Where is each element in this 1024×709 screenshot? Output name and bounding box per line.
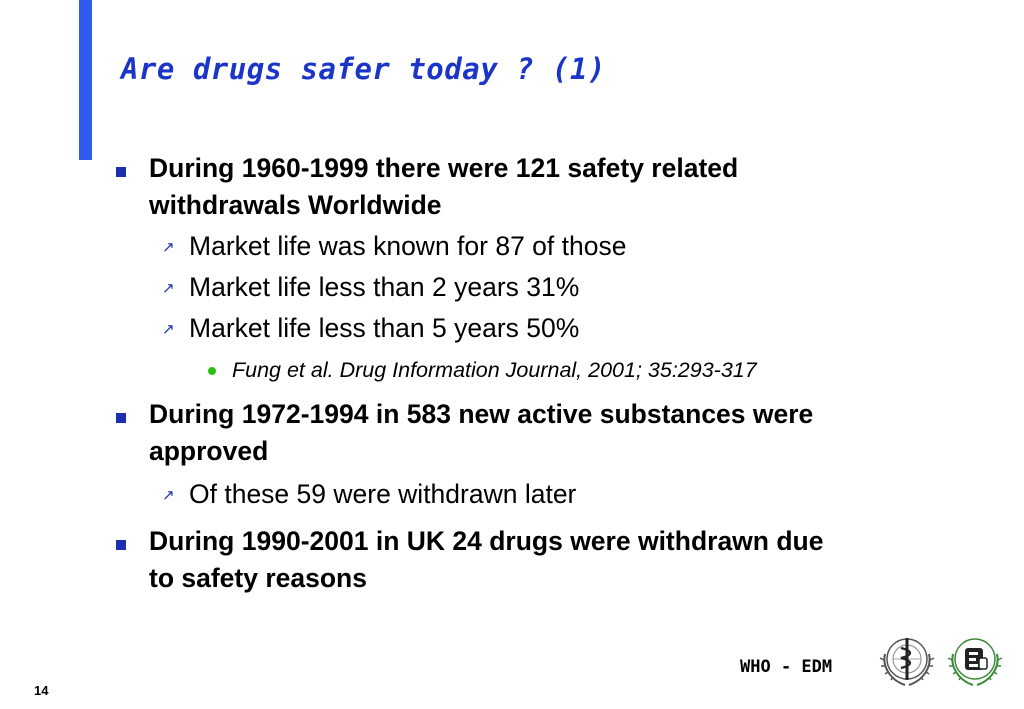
arrow-bullet-icon: ↗ bbox=[162, 280, 175, 297]
edm-emblem-logo bbox=[947, 638, 1003, 686]
square-bullet-icon bbox=[116, 540, 126, 550]
slide-title: Are drugs safer today ? (1) bbox=[121, 52, 606, 86]
square-bullet-icon bbox=[116, 167, 126, 177]
subitem-1-2: Market life less than 2 years 31% bbox=[189, 272, 580, 302]
title-accent-bar bbox=[79, 0, 92, 160]
arrow-bullet-icon: ↗ bbox=[162, 239, 175, 256]
bullet-3-line-1: During 1990-2001 in UK 24 drugs were wit… bbox=[149, 526, 824, 556]
subitem-1-3: Market life less than 5 years 50% bbox=[189, 313, 580, 343]
who-emblem-logo bbox=[879, 638, 935, 686]
page-number: 14 bbox=[34, 683, 49, 698]
bullet-3-line-2: to safety reasons bbox=[149, 563, 367, 593]
green-dot-bullet-icon bbox=[208, 367, 216, 375]
subitem-2-1: Of these 59 were withdrawn later bbox=[189, 479, 577, 509]
square-bullet-icon bbox=[116, 413, 126, 423]
bullet-2-line-2: approved bbox=[149, 436, 269, 466]
bullet-2-line-1: During 1972-1994 in 583 new active subst… bbox=[149, 399, 814, 429]
reference-citation: Fung et al. Drug Information Journal, 20… bbox=[232, 358, 757, 382]
arrow-bullet-icon: ↗ bbox=[162, 487, 175, 504]
arrow-bullet-icon: ↗ bbox=[162, 321, 175, 338]
footer-organization: WHO - EDM bbox=[740, 657, 833, 677]
bullet-1-line-1: During 1960-1999 there were 121 safety r… bbox=[149, 153, 739, 183]
bullet-1-line-2: withdrawals Worldwide bbox=[149, 190, 442, 220]
subitem-1-1: Market life was known for 87 of those bbox=[189, 231, 627, 261]
